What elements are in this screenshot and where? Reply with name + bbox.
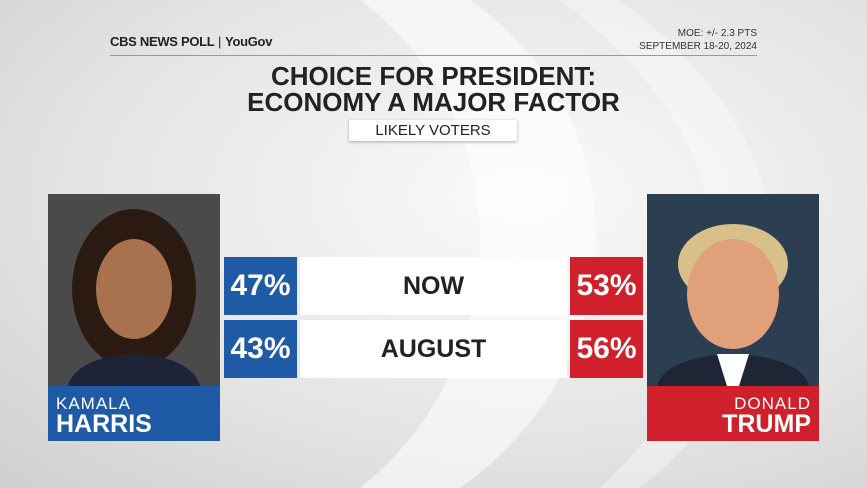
last-name: HARRIS xyxy=(56,410,152,438)
title-line: ECONOMY A MAJOR FACTOR xyxy=(247,87,620,117)
row-label: NOW xyxy=(300,257,567,315)
meta: MOE: +/- 2.3 PTS SEPTEMBER 18-20, 2024 xyxy=(639,27,757,53)
trump-pct: 53% xyxy=(570,257,643,315)
logo-text: CBS NEWS POLL xyxy=(110,34,215,49)
harris-pct: 47% xyxy=(224,257,297,315)
partner: YouGov xyxy=(225,34,273,49)
first-name: DONALD xyxy=(734,394,811,413)
logo: CBS NEWS POLL | YouGov xyxy=(110,34,273,49)
harris-name: KAMALA HARRIS xyxy=(48,386,220,441)
trump-pct: 56% xyxy=(570,320,643,378)
rule xyxy=(110,55,757,56)
title-line: CHOICE FOR PRESIDENT: xyxy=(270,61,597,91)
subtitle: LIKELY VOTERS xyxy=(349,120,517,141)
trump-photo xyxy=(647,194,819,386)
harris-pct: 43% xyxy=(224,320,297,378)
first-name: KAMALA xyxy=(56,394,131,413)
row-label: AUGUST xyxy=(300,320,567,378)
last-name: TRUMP xyxy=(722,410,811,438)
harris-photo xyxy=(48,194,220,386)
moe: MOE: +/- 2.3 PTS xyxy=(677,28,757,39)
trump-name: DONALD TRUMP xyxy=(647,386,819,441)
dates: SEPTEMBER 18-20, 2024 xyxy=(639,41,757,52)
